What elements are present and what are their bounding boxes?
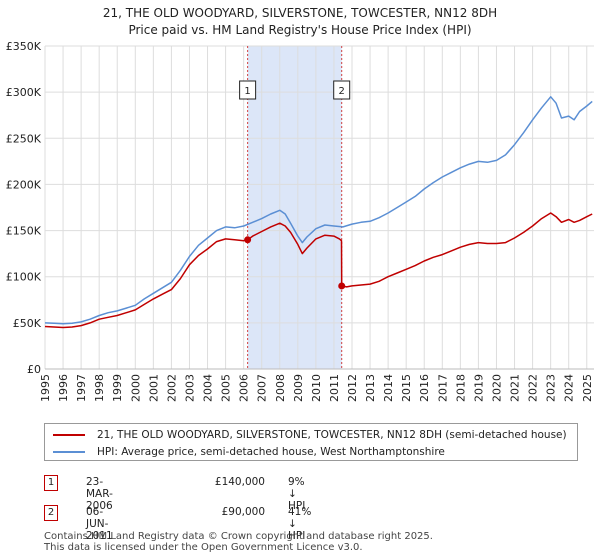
- y-tick-label: £200K: [6, 178, 42, 191]
- x-tick-label: 1999: [111, 374, 124, 402]
- series-lines: [44, 96, 593, 329]
- y-tick-label: £150K: [6, 225, 42, 238]
- attribution-line-1: Contains HM Land Registry data © Crown c…: [44, 531, 433, 542]
- x-tick-label: 2022: [527, 374, 540, 402]
- x-tick-label: 2000: [129, 374, 142, 402]
- legend-item-property: 21, THE OLD WOODYARD, SILVERSTONE, TOWCE…: [53, 427, 567, 443]
- chart-subtitle: Price paid vs. HM Land Registry's House …: [128, 23, 471, 37]
- x-tick-label: 1998: [93, 374, 106, 402]
- x-tick-label: 2009: [292, 374, 305, 402]
- x-tick-label: 2014: [382, 374, 395, 402]
- x-tick-label: 2017: [436, 374, 449, 402]
- price-chart: 21, THE OLD WOODYARD, SILVERSTONE, TOWCE…: [6, 6, 594, 402]
- x-tick-label: 2025: [581, 374, 594, 402]
- x-tick-label: 1995: [39, 374, 52, 402]
- x-tick-label: 2015: [400, 374, 413, 402]
- x-tick-label: 2024: [563, 374, 576, 402]
- x-tick-label: 2006: [238, 374, 251, 402]
- x-tick-label: 2010: [310, 374, 323, 402]
- transaction-date: 23-MAR-2006: [86, 476, 113, 512]
- x-tick-label: 2004: [202, 374, 215, 402]
- x-tick-label: 2012: [346, 374, 359, 402]
- x-tick-label: 2008: [274, 374, 287, 402]
- x-tick-label: 2018: [454, 374, 467, 402]
- attribution-line-2: This data is licensed under the Open Gov…: [44, 542, 363, 553]
- x-tick-label: 2002: [165, 374, 178, 402]
- x-tick-label: 2003: [183, 374, 196, 402]
- legend-label-property: 21, THE OLD WOODYARD, SILVERSTONE, TOWCE…: [97, 429, 567, 441]
- x-tick-label: 2011: [328, 374, 341, 402]
- transaction-point: [244, 236, 252, 244]
- series-line-hpi: [44, 96, 593, 325]
- chart-title: 21, THE OLD WOODYARD, SILVERSTONE, TOWCE…: [103, 6, 497, 20]
- y-tick-label: £0: [27, 363, 41, 376]
- y-axis-ticks: £0 £50K £100K £150K £200K £250K £300K £350K: [6, 40, 42, 376]
- transaction-badge: 2: [44, 505, 58, 521]
- transaction-points: [244, 236, 346, 290]
- legend-swatch-hpi: [53, 451, 85, 453]
- y-tick-label: £100K: [6, 271, 42, 284]
- series-line-property: [44, 212, 593, 329]
- legend: 21, THE OLD WOODYARD, SILVERSTONE, TOWCE…: [44, 423, 578, 461]
- legend-item-hpi: HPI: Average price, semi-detached house,…: [53, 444, 445, 460]
- y-tick-label: £300K: [6, 86, 42, 99]
- x-tick-label: 2019: [472, 374, 485, 402]
- sale-period-shading: [247, 46, 342, 369]
- x-axis-ticks: 1995 1996 1997 1998 1999 2000 2001 2002 2003 2004…: [39, 374, 594, 402]
- transaction-marker-box: [239, 80, 257, 100]
- x-tick-label: 1996: [57, 374, 70, 402]
- x-tick-label: 2023: [545, 374, 558, 402]
- attribution: Contains HM Land Registry data © Crown c…: [44, 531, 433, 553]
- x-tick-label: 1997: [75, 374, 88, 402]
- transaction-hpi-delta: 41% ↓ HPI: [288, 506, 312, 542]
- legend-label-hpi: HPI: Average price, semi-detached house,…: [97, 446, 445, 458]
- transaction-marker-label: 1: [244, 86, 250, 97]
- transaction-hpi-delta: 9% ↓ HPI: [288, 476, 306, 512]
- transaction-price: £90,000: [221, 506, 265, 518]
- x-tick-label: 2013: [364, 374, 377, 402]
- transaction-date: 06-JUN-2011: [86, 506, 113, 542]
- transaction-marker-label: 2: [339, 86, 345, 97]
- x-tick-label: 2020: [490, 374, 503, 402]
- grid-lines: [44, 45, 594, 370]
- x-tick-label: 2007: [256, 374, 269, 402]
- y-tick-label: £50K: [13, 317, 42, 330]
- legend-swatch-property: [53, 434, 85, 436]
- transaction-price: £140,000: [214, 476, 265, 488]
- y-tick-label: £350K: [6, 40, 42, 53]
- x-tick-label: 2021: [509, 374, 522, 402]
- transaction-badge: 1: [44, 475, 58, 491]
- transaction-point: [338, 282, 346, 290]
- transaction-marker-box: [333, 80, 351, 100]
- x-tick-label: 2005: [220, 374, 233, 402]
- y-tick-label: £250K: [6, 132, 42, 145]
- x-tick-label: 2001: [147, 374, 160, 402]
- x-tick-label: 2016: [418, 374, 431, 402]
